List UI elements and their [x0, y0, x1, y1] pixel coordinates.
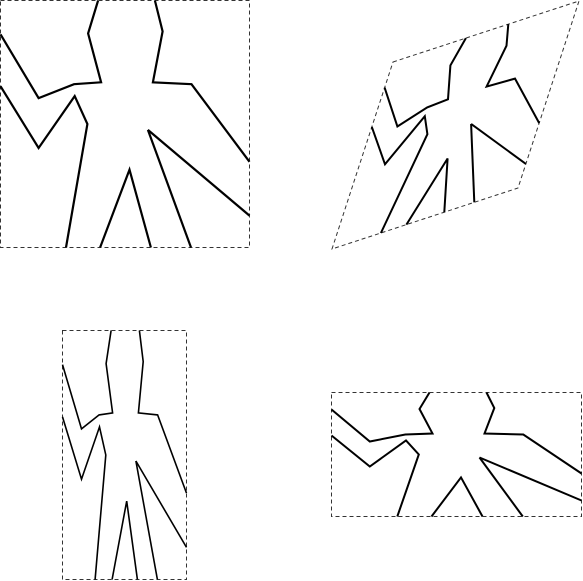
- panel-stretched-frame: [331, 392, 582, 517]
- panel-original-figure-left-arm-stroke: [0, 85, 89, 248]
- panel-squeezed-figure-leg-outer-right-stroke: [135, 460, 159, 580]
- panel-original: [0, 0, 251, 248]
- panel-original-figure-head-left-stroke: [0, 0, 103, 100]
- panel-stretched-figure-right-arm-stroke: [479, 456, 582, 502]
- panel-squeezed-figure-head-left-stroke: [61, 330, 114, 431]
- panel-original-figure-head-right-stroke: [151, 0, 251, 163]
- panel-original-figure-leg-outer-left-stroke: [99, 166, 152, 248]
- panel-squeezed: [61, 330, 188, 580]
- panel-original-figure-right-arm-stroke: [147, 129, 251, 217]
- panel-stretched-figure-left-arm-stroke: [330, 434, 420, 517]
- panel-stretched: [330, 391, 583, 518]
- panel-stretched-figure-leg-outer-left-stroke: [430, 475, 484, 518]
- panel-squeezed-figure-head-right-stroke: [137, 330, 188, 494]
- panel-squeezed-figure-left-arm-stroke: [61, 416, 107, 580]
- panel-squeezed-frame: [62, 330, 187, 580]
- panel-sheared-figure-head-left-stroke: [383, 37, 467, 129]
- panel-sheared-figure-head-right-stroke: [484, 24, 541, 124]
- panel-sheared-figure: [370, 24, 541, 234]
- panel-squeezed-figure-right-arm-stroke: [135, 460, 188, 548]
- panel-stretched-figure-head-right-stroke: [483, 392, 583, 475]
- panel-sheared-figure-left-arm-stroke: [370, 113, 429, 234]
- panel-original-frame: [0, 0, 250, 248]
- panel-original-figure: [0, 0, 251, 248]
- panel-sheared-figure-leg-outer-left-stroke: [405, 157, 449, 226]
- panel-squeezed-figure: [61, 330, 188, 580]
- panel-sheared: [331, 0, 580, 250]
- panel-sheared-figure-leg-outer-right-stroke: [470, 123, 476, 203]
- panel-stretched-figure: [330, 391, 583, 518]
- panel-stretched-figure-leg-outer-right-stroke: [478, 456, 524, 518]
- panel-stretched-figure-head-left-stroke: [330, 391, 435, 443]
- panel-sheared-figure-right-arm-stroke: [470, 123, 527, 165]
- panel-sheared-frame: [331, 0, 580, 250]
- panel-squeezed-figure-leg-outer-left-stroke: [111, 500, 139, 580]
- panel-original-figure-leg-outer-right-stroke: [146, 129, 193, 248]
